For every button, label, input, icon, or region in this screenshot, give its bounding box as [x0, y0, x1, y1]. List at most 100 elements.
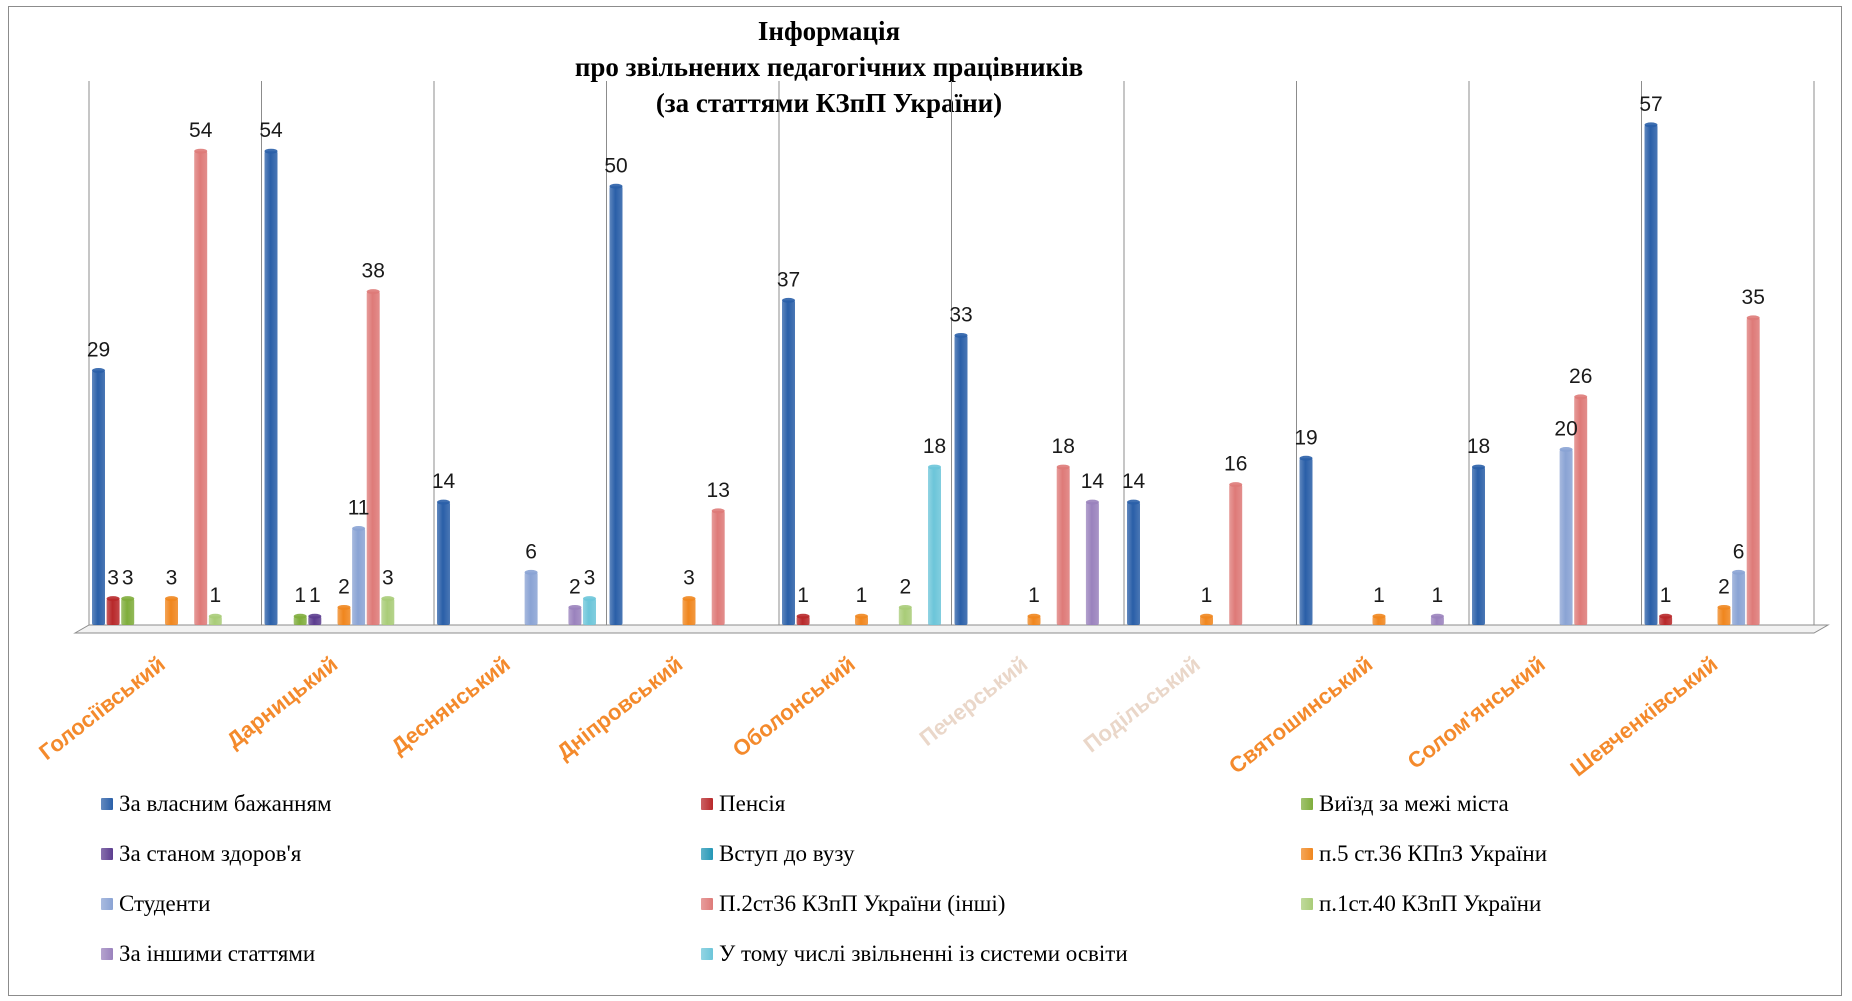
bar	[208, 616, 222, 625]
bar	[1372, 616, 1386, 625]
bar-cap	[1746, 315, 1760, 321]
bar	[1574, 396, 1588, 625]
bar	[1200, 616, 1213, 625]
bar-cap	[1200, 613, 1213, 619]
bar-value-label: 18	[923, 435, 946, 458]
bar-value-label: 1	[1373, 584, 1385, 607]
category-label: Солом'янський	[1403, 651, 1550, 774]
bar-value-label: 2	[1718, 575, 1730, 598]
category-label: Голосіївський	[34, 651, 170, 765]
bar	[711, 510, 725, 625]
bar	[524, 572, 538, 625]
legend-label: Вступ до вузу	[719, 841, 855, 866]
bar-value-label: 1	[797, 584, 809, 607]
bar-cap	[1644, 122, 1658, 128]
bar-value-label: 1	[294, 584, 306, 607]
bar-value-label: 16	[1224, 453, 1247, 476]
bar	[682, 598, 696, 625]
bar-cap	[682, 596, 696, 602]
chart-title-line-2: про звільнених педагогічних працівників	[574, 52, 1084, 82]
bar	[1644, 124, 1658, 625]
bar	[928, 467, 941, 625]
bar-value-label: 6	[525, 540, 537, 563]
chart-title-line-3: (за статтями КЗпП України)	[655, 88, 1003, 118]
legend-item: За власним бажанням	[101, 789, 332, 819]
bar-value-label: 38	[362, 260, 385, 283]
bar-value-label: 1	[856, 584, 868, 607]
bar-cap	[1717, 604, 1731, 610]
legend-swatch	[101, 898, 113, 910]
legend-label: У тому числі звільненні із системи освіт…	[719, 941, 1128, 966]
bar-value-label: 18	[1467, 435, 1490, 458]
bar-cap	[208, 613, 222, 619]
bar-cap	[898, 604, 912, 610]
legend-item: За іншими статтями	[101, 939, 315, 969]
bar-cap	[352, 525, 366, 531]
bar-cap	[568, 604, 582, 610]
bar-cap	[855, 613, 868, 619]
legend-label: Пенсія	[719, 791, 786, 816]
bar-value-label: 2	[569, 575, 581, 598]
bar-cap	[194, 148, 208, 154]
bar	[855, 616, 868, 625]
bar	[1746, 317, 1760, 625]
chart-frame: Інформація про звільнених педагогічних п…	[8, 6, 1842, 996]
bar	[194, 151, 208, 625]
bar-cap	[1732, 569, 1746, 575]
bar-cap	[1229, 482, 1243, 488]
bar-cap	[1574, 394, 1588, 400]
bar-value-label: 3	[584, 567, 596, 590]
bar	[1717, 607, 1731, 625]
bar-value-label: 33	[949, 303, 972, 326]
bar-cap	[782, 297, 795, 303]
bar-cap	[1027, 613, 1041, 619]
bar-cap	[1085, 499, 1099, 505]
legend-label: Студенти	[119, 891, 211, 916]
bar	[293, 616, 307, 625]
bar-value-label: 1	[1028, 584, 1040, 607]
bar	[1732, 572, 1746, 625]
bar-cap	[583, 596, 596, 602]
bar-value-label: 14	[1081, 470, 1105, 493]
bar	[1127, 502, 1140, 625]
bar	[121, 598, 135, 625]
bar	[308, 616, 322, 625]
legend-label: Виїзд за межі міста	[1319, 791, 1509, 816]
bar-value-label: 14	[432, 470, 456, 493]
bar-value-label: 13	[707, 479, 730, 502]
legend-item: Виїзд за межі міста	[1301, 789, 1509, 819]
bar	[796, 616, 810, 625]
bar-value-label: 54	[189, 119, 213, 142]
bar-cap	[1659, 613, 1673, 619]
bar-value-label: 2	[338, 575, 350, 598]
bar-value-label: 1	[1432, 584, 1444, 607]
legend-swatch	[701, 798, 713, 810]
bar-value-label: 19	[1294, 426, 1317, 449]
bar-value-label: 1	[1660, 584, 1672, 607]
bar-cap	[524, 569, 538, 575]
bar-cap	[106, 596, 120, 602]
legend-item: п.1ст.40 КЗпП України	[1301, 889, 1541, 919]
bar-value-label: 18	[1052, 435, 1075, 458]
legend-label: п.5 ст.36 КПпЗ України	[1319, 841, 1548, 866]
bar-value-label: 26	[1569, 365, 1592, 388]
bar-cap	[1127, 499, 1140, 505]
bar	[609, 186, 623, 625]
legend-label: П.2ст36 КЗпП України (інші)	[719, 891, 1006, 916]
bar-cap	[711, 508, 725, 514]
bar-cap	[609, 183, 623, 189]
bar	[264, 151, 278, 625]
legend-swatch	[1301, 898, 1313, 910]
bar	[954, 335, 968, 625]
legend-swatch	[101, 848, 113, 860]
legend-item: П.2ст36 КЗпП України (інші)	[701, 889, 1005, 919]
bar	[1085, 502, 1099, 625]
bar-value-label: 1	[209, 584, 221, 607]
bar-cap	[1056, 464, 1070, 470]
bar	[381, 598, 395, 625]
legend-swatch	[1301, 848, 1313, 860]
bar-cap	[308, 613, 322, 619]
bar	[1430, 616, 1444, 625]
bar	[1056, 467, 1070, 625]
